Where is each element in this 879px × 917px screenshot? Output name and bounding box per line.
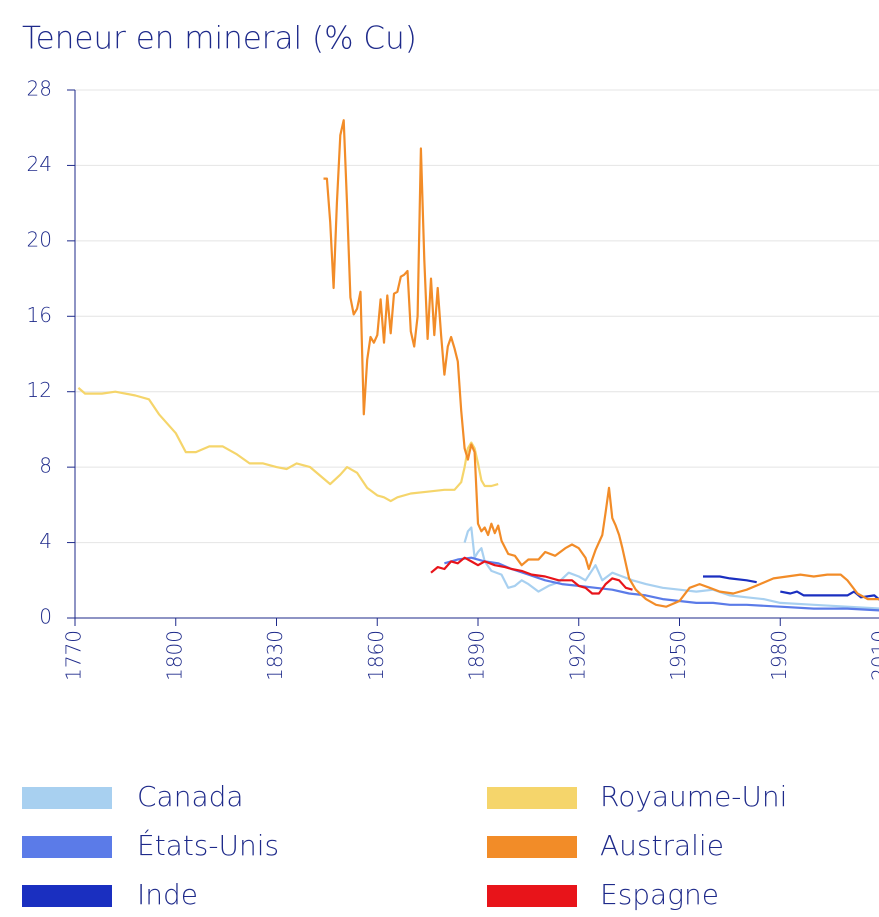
y-tick-label: 20 xyxy=(27,227,52,251)
series-line xyxy=(323,119,879,608)
chart-title: Teneur en mineral (% Cu) xyxy=(22,21,417,57)
y-tick-label: 4 xyxy=(39,529,52,553)
legend-swatch xyxy=(22,885,112,907)
series-line xyxy=(463,526,879,610)
x-tick-label: 1800 xyxy=(162,630,186,681)
x-tick-label: 1950 xyxy=(666,630,690,681)
y-tick-label: 0 xyxy=(39,605,52,629)
x-tick-label: 1980 xyxy=(767,630,791,681)
series-line xyxy=(77,387,499,503)
y-tick-label: 8 xyxy=(39,454,52,478)
y-tick-label: 16 xyxy=(27,303,52,327)
y-tick-label: 24 xyxy=(27,152,52,176)
legend-swatch xyxy=(22,787,112,809)
x-tick-label: 2010 xyxy=(868,630,879,681)
legend-label: Canada xyxy=(137,780,244,813)
y-tick-label: 28 xyxy=(27,77,52,101)
x-tick-label: 1770 xyxy=(62,630,86,681)
series-line xyxy=(703,575,879,601)
legend-label: Inde xyxy=(137,878,198,911)
x-tick-label: 1890 xyxy=(465,630,489,681)
legend-swatch xyxy=(487,787,577,809)
x-tick-label: 1860 xyxy=(364,630,388,681)
series-line xyxy=(430,556,633,595)
legend-swatch xyxy=(487,885,577,907)
x-tick-label: 1920 xyxy=(565,630,589,681)
legend-swatch xyxy=(22,836,112,858)
y-tick-label: 12 xyxy=(27,378,52,402)
legend-label: Espagne xyxy=(600,878,719,911)
x-tick-label: 1830 xyxy=(263,630,287,681)
legend-label: États-Unis xyxy=(137,828,279,862)
series-line xyxy=(444,556,879,612)
legend-label: Australie xyxy=(600,829,724,862)
legend-swatch xyxy=(487,836,577,858)
legend-label: Royaume-Uni xyxy=(600,780,787,813)
